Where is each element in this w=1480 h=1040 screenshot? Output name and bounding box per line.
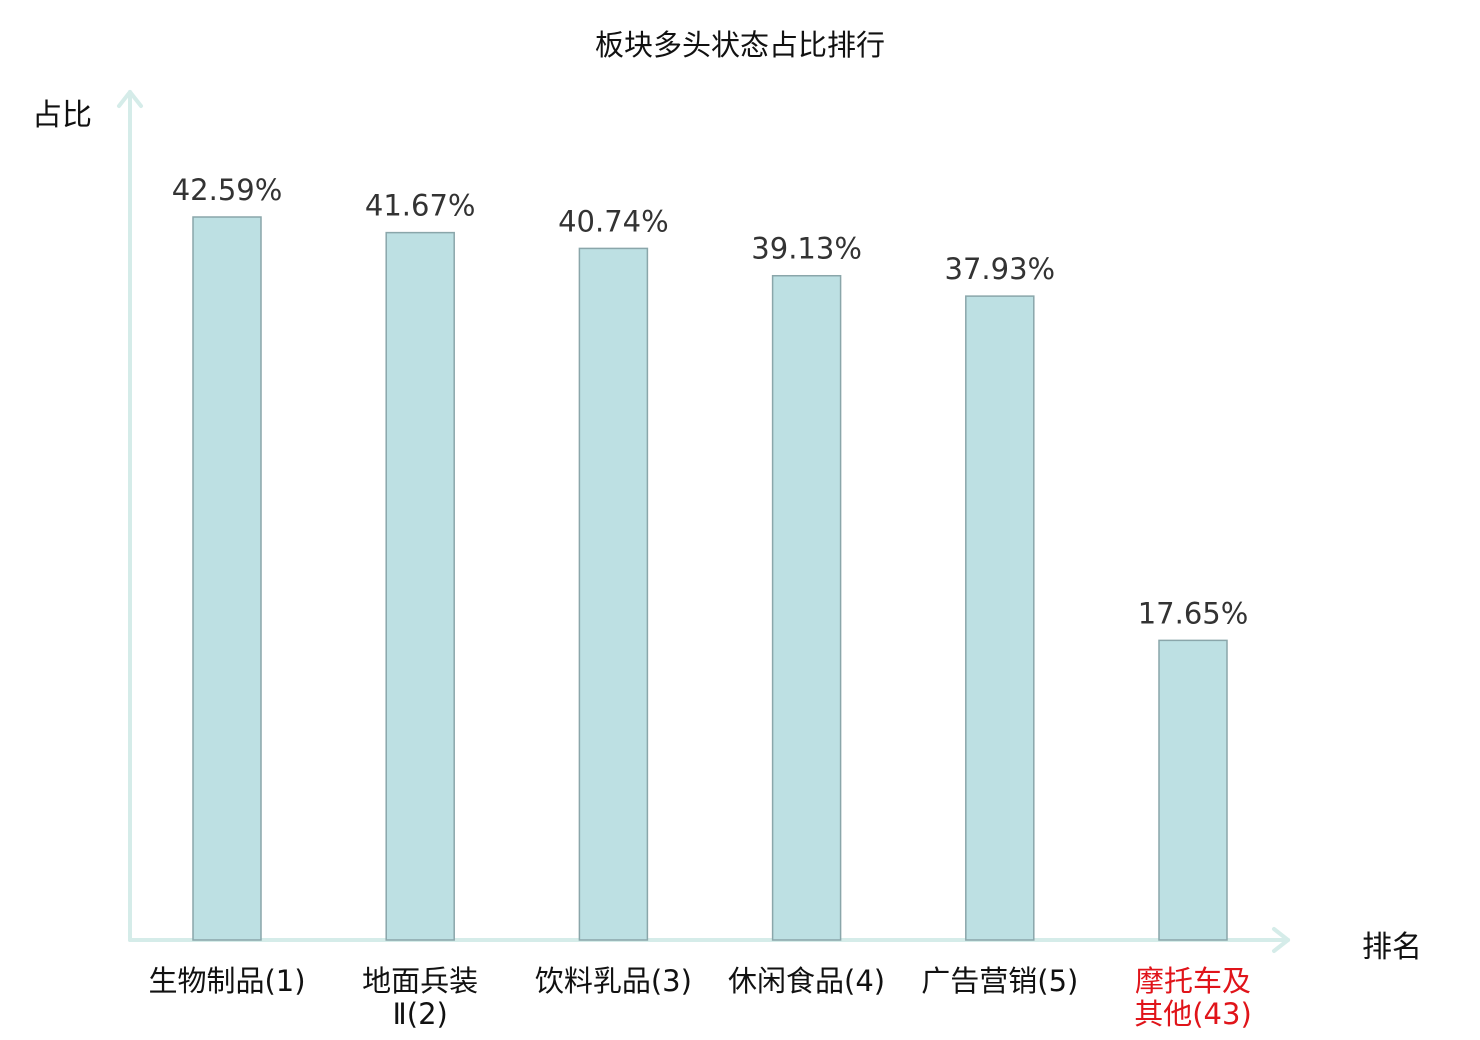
- category-label-0-line-0: 生物制品(1): [148, 964, 306, 998]
- category-label-1-line-0: 地面兵装: [362, 964, 479, 998]
- category-label-5-line-0: 摩托车及: [1134, 964, 1251, 998]
- x-axis-arrow-top: [1272, 927, 1290, 942]
- value-label-4: 37.93%: [945, 252, 1056, 286]
- value-labels-group: 42.59% 41.67% 40.74% 39.13% 37.93% 17.65%: [172, 173, 1249, 630]
- category-label-4-line-0: 广告营销(5): [921, 964, 1079, 998]
- value-label-2: 40.74%: [558, 204, 669, 238]
- y-axis-arrow-right: [128, 90, 143, 108]
- bar-0: [192, 216, 262, 941]
- chart-title: 板块多头状态占比排行: [594, 28, 885, 62]
- category-label-5-line-1: 其他(43): [1134, 997, 1252, 1031]
- bar-5: [1158, 639, 1228, 941]
- bar-1: [385, 231, 455, 941]
- value-label-0: 42.59%: [172, 173, 283, 207]
- x-axis-arrow-bottom: [1272, 938, 1290, 953]
- category-label-4: 广告营销(5): [895, 965, 1105, 998]
- category-label-1-line-1: Ⅱ(2): [392, 997, 448, 1031]
- axes: [117, 90, 1290, 953]
- value-label-5: 17.65%: [1138, 596, 1249, 630]
- category-label-1: 地面兵装 Ⅱ(2): [315, 965, 525, 1031]
- category-label-3: 休闲食品(4): [702, 965, 912, 998]
- category-label-3-line-0: 休闲食品(4): [728, 964, 886, 998]
- bar-3: [771, 274, 842, 941]
- value-label-3: 39.13%: [751, 232, 862, 266]
- category-label-2: 饮料乳品(3): [508, 965, 718, 998]
- category-label-2-line-0: 饮料乳品(3): [534, 964, 692, 998]
- y-axis-arrow-left: [117, 90, 132, 108]
- category-label-0: 生物制品(1): [122, 965, 332, 998]
- category-label-5: 摩托车及 其他(43): [1088, 965, 1298, 1031]
- bar-4: [965, 295, 1035, 941]
- bars-group: [192, 216, 1228, 941]
- x-axis-label: 排名: [1362, 930, 1422, 965]
- y-axis-label: 占比: [32, 98, 92, 133]
- bar-2: [578, 247, 649, 941]
- value-label-1: 41.67%: [365, 189, 476, 223]
